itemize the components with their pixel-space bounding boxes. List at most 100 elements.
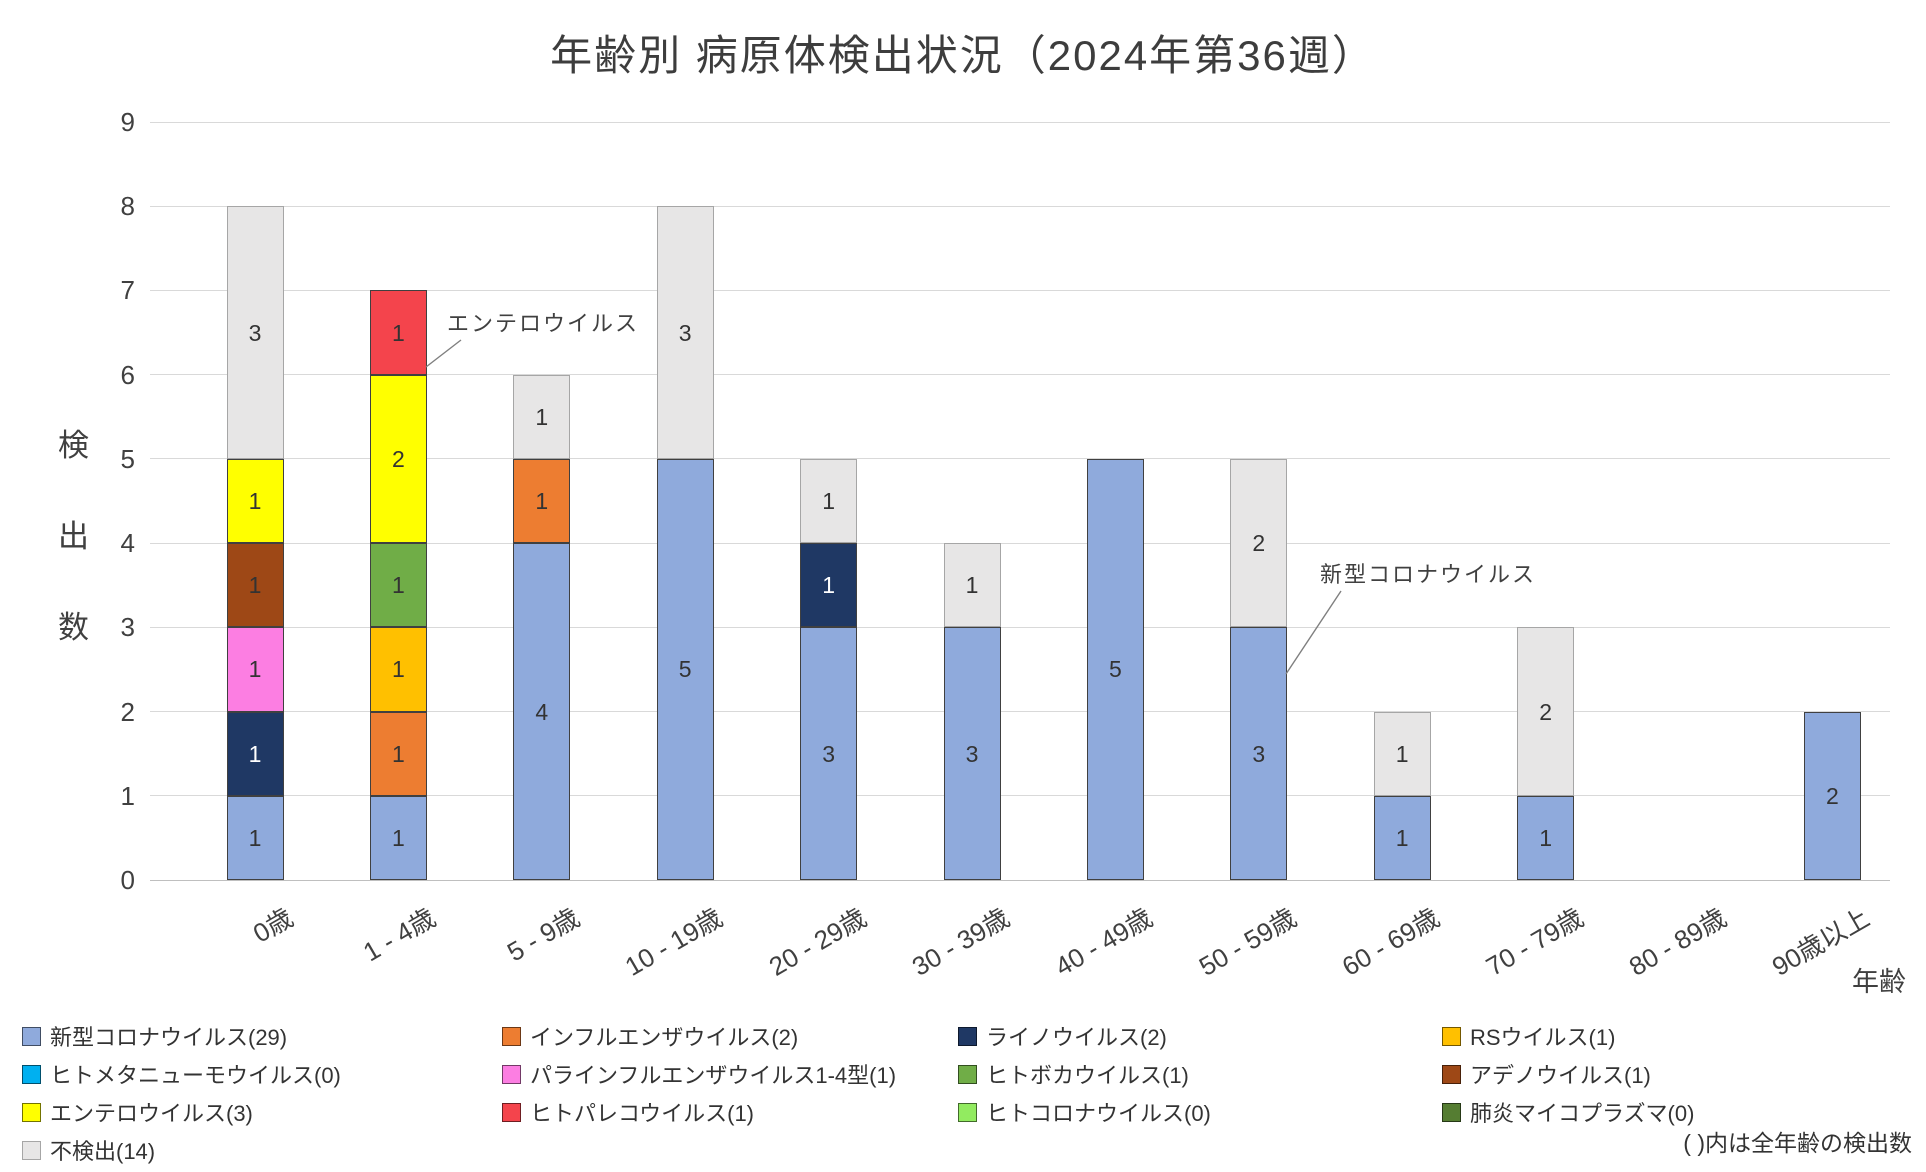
gridline — [150, 205, 1890, 207]
legend-label: ヒトボカウイルス(1) — [986, 1063, 1189, 1088]
bar-segment — [1086, 458, 1144, 880]
bar-segment — [1373, 711, 1431, 796]
legend-swatch — [958, 1064, 977, 1084]
y-axis-title-char: 検 — [58, 428, 89, 463]
bar-segment — [1230, 458, 1288, 628]
legend-item: 肺炎マイコプラズマ(0) — [1442, 1099, 1695, 1126]
bar-segment-value: 5 — [678, 656, 692, 683]
bar-segment-value: 1 — [822, 488, 835, 514]
bar-segment-value: 2 — [391, 445, 405, 472]
bar-segment — [369, 711, 427, 796]
legend-swatch — [502, 1102, 521, 1122]
x-category-label: 10 - 19歳 — [620, 902, 728, 982]
legend-label: アデノウイルス(1) — [1470, 1063, 1651, 1088]
bar-segment — [513, 543, 571, 880]
bar-segment — [1373, 795, 1431, 880]
legend-item: ヒトメタニューモウイルス(0) — [22, 1061, 341, 1088]
bar-segment — [513, 374, 571, 459]
legend-label: ヒトコロナウイルス(0) — [986, 1101, 1211, 1126]
bar-segment-value: 1 — [248, 656, 262, 683]
y-axis-title-char: 出 — [58, 519, 89, 554]
bar-segment — [226, 627, 284, 712]
gridline — [150, 542, 1890, 544]
x-category-label: 1 - 4歳 — [358, 902, 441, 968]
bar-segment-value: 1 — [391, 824, 405, 851]
bar-segment — [226, 543, 284, 628]
x-category-label: 20 - 29歳 — [763, 902, 872, 982]
annotation-text: 新型コロナウイルス — [1320, 562, 1537, 587]
chart-title: 年齢別 病原体検出状況（2024年第36週） — [550, 32, 1376, 79]
y-tick-label: 4 — [120, 528, 135, 559]
bar-segment-value: 1 — [391, 319, 405, 346]
x-axis-title: 年齢 — [1852, 967, 1906, 997]
bar-segment-value: 2 — [1825, 782, 1839, 809]
legend-item: インフルエンザウイルス(2) — [502, 1023, 798, 1050]
legend-label: ヒトメタニューモウイルス(0) — [50, 1063, 341, 1088]
bar-segment — [226, 458, 284, 544]
y-tick-label: 6 — [120, 359, 135, 390]
x-category-label: 50 - 59歳 — [1193, 902, 1302, 982]
bar-segment — [943, 627, 1001, 880]
y-tick-label: 9 — [120, 107, 135, 137]
legend-label: パラインフルエンザウイルス1-4型(1) — [530, 1063, 897, 1088]
legend-swatch — [22, 1026, 41, 1046]
legend-label: ヒトパレコウイルス(1) — [530, 1101, 755, 1126]
legend-item: エンテロウイルス(3) — [22, 1099, 253, 1126]
bar-segment-value: 1 — [535, 488, 549, 514]
bar-segment — [369, 543, 427, 628]
bar-segment-value: 1 — [248, 488, 262, 514]
bar-segment-value: 1 — [391, 656, 405, 683]
legend-swatch — [22, 1140, 41, 1160]
legend-item: 不検出(14) — [22, 1137, 156, 1164]
legend-label: 肺炎マイコプラズマ(0) — [1470, 1101, 1695, 1126]
legend-swatch — [22, 1102, 41, 1122]
bar-segment — [369, 290, 427, 375]
bar-segment-value: 1 — [1395, 824, 1409, 851]
x-category-label: 40 - 49歳 — [1050, 902, 1158, 982]
bar-segment — [1517, 627, 1575, 796]
gridline — [150, 879, 1890, 881]
bar-segment-value: 3 — [1252, 740, 1266, 767]
gridline — [150, 374, 1890, 376]
y-tick-label: 7 — [120, 275, 135, 306]
y-tick-label: 8 — [120, 191, 135, 222]
legend-swatch — [958, 1102, 977, 1122]
bar-segment-value: 1 — [1539, 824, 1552, 851]
gridline — [150, 626, 1890, 628]
legend-swatch — [958, 1026, 977, 1046]
legend-item: RSウイルス(1) — [1442, 1023, 1616, 1050]
bar-segment-value: 3 — [248, 319, 262, 346]
legend-swatch — [502, 1064, 521, 1084]
legend-swatch — [1442, 1026, 1461, 1046]
gridline — [150, 711, 1890, 713]
bar-segment-value: 1 — [248, 572, 262, 599]
y-tick-label: 1 — [120, 780, 135, 811]
bar-segment — [943, 543, 1001, 628]
bar-segment-value: 5 — [1108, 656, 1122, 683]
bar-segment-value: 1 — [965, 572, 979, 599]
y-tick-label: 3 — [120, 612, 135, 643]
bar-segment — [369, 795, 427, 880]
legend-item: パラインフルエンザウイルス1-4型(1) — [502, 1061, 897, 1088]
legend-label: 新型コロナウイルス(29) — [50, 1025, 288, 1050]
bar-segment-value: 4 — [535, 698, 549, 725]
bar-segment-value: 1 — [391, 740, 405, 767]
bar-segment-value: 1 — [391, 572, 405, 599]
legend-item: 新型コロナウイルス(29) — [22, 1023, 288, 1050]
legend-swatch — [1442, 1102, 1461, 1122]
legend-label: RSウイルス(1) — [1470, 1025, 1616, 1050]
legend-swatch — [1442, 1064, 1461, 1084]
legend-item: アデノウイルス(1) — [1442, 1061, 1651, 1088]
legend-item: ヒトパレコウイルス(1) — [502, 1099, 755, 1126]
y-axis-title: 検出数 — [58, 420, 89, 647]
bar-segment — [656, 458, 714, 880]
legend-label: 不検出(14) — [50, 1139, 156, 1164]
legend-label: エンテロウイルス(3) — [50, 1101, 253, 1126]
x-category-label: 80 - 89歳 — [1623, 902, 1732, 982]
legend-label: ライノウイルス(2) — [986, 1025, 1167, 1050]
bar-segment — [1803, 711, 1861, 880]
bar-segment — [1517, 795, 1575, 880]
gridline — [150, 458, 1890, 460]
bar-segment — [226, 206, 284, 459]
